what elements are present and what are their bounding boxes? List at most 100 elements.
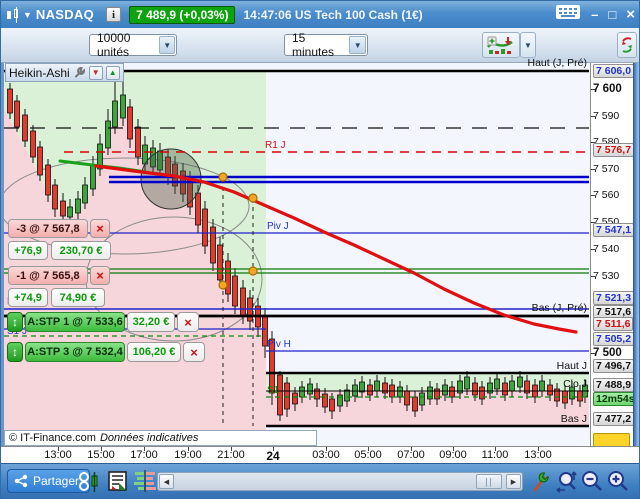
chart-scrollbar[interactable]: ◀ ▶ — [157, 472, 523, 491]
time-axis[interactable]: 13:00 15:00 17:00 19:00 21:00 24 03:00 05:00 07:… — [1, 446, 639, 463]
drag-handle-dot[interactable] — [248, 193, 258, 203]
drag-handle-dot[interactable] — [218, 280, 228, 290]
candle — [517, 376, 523, 388]
candle — [127, 106, 133, 140]
axis-tick — [591, 276, 595, 277]
linked-chart-icon[interactable] — [77, 470, 101, 494]
order-2-badge[interactable]: A:STP 3 @ 7 532,4 — [25, 342, 125, 362]
candle — [284, 382, 290, 410]
info-icon[interactable]: i — [106, 7, 122, 22]
drag-handle-dot[interactable] — [218, 172, 228, 182]
keyboard-icon[interactable] — [555, 4, 581, 25]
indicators-caret-button[interactable]: ▼ — [520, 32, 536, 58]
buy-button[interactable]: ▲ — [105, 65, 120, 80]
order-2-cancel-button[interactable]: × — [183, 342, 205, 362]
position-1-badge[interactable]: -3 @ 7 567,8 — [8, 219, 88, 238]
candle — [577, 390, 583, 402]
position-1-close-button[interactable]: × — [90, 219, 110, 238]
candle — [120, 94, 126, 119]
order-2-drag-icon[interactable]: ↕ — [7, 342, 23, 362]
zoom-fit-icon[interactable] — [555, 470, 579, 494]
drag-handle-dot[interactable] — [248, 266, 258, 276]
chart-area[interactable]: 7 606,0 7 600 7 590 7 580 7 576,7 7 570 7 560 7… — [1, 57, 639, 447]
news-icon[interactable] — [107, 470, 129, 492]
candle — [314, 388, 320, 400]
level-label: Bas (J, Pré) — [531, 302, 587, 314]
scroll-right-button[interactable]: ▶ — [506, 474, 521, 489]
quantity-value: 10000 unités — [97, 31, 131, 59]
candle — [547, 384, 553, 396]
candle — [14, 100, 20, 128]
axis-price-label: 7 600 — [593, 83, 622, 95]
price-axis[interactable]: 7 606,0 7 600 7 590 7 580 7 576,7 7 570 7 560 7… — [590, 63, 638, 447]
axis-tick — [591, 169, 595, 170]
candle — [7, 88, 13, 114]
zoom-out-icon[interactable] — [581, 470, 603, 494]
maximize-button[interactable]: □ — [608, 7, 617, 22]
position-2-badge[interactable]: -1 @ 7 565,8 — [8, 266, 88, 285]
indicators-button[interactable] — [482, 32, 520, 58]
candle — [277, 374, 283, 416]
time-tick — [411, 447, 412, 451]
refresh-button[interactable] — [617, 32, 637, 58]
candle — [75, 198, 81, 214]
time-tick — [368, 447, 369, 451]
symbol-dropdown-caret-icon[interactable]: ▼ — [23, 9, 32, 20]
candle — [299, 386, 305, 398]
order-1-drag-icon[interactable]: ↕ — [7, 312, 23, 332]
order-book-icon[interactable] — [133, 470, 157, 492]
axis-price-label: 12m54s — [593, 392, 638, 406]
chart-style-tab[interactable]: Heikin-Ashi ▼ ▲ — [5, 63, 124, 82]
close-button[interactable]: × — [626, 6, 635, 23]
time-tick — [101, 447, 102, 451]
toolbar: 10000 unités ▼ 15 minutes ▼ ▼ — [1, 28, 639, 63]
scroll-left-button[interactable]: ◀ — [159, 474, 174, 489]
axis-price-label: 7 511,6 — [593, 317, 634, 331]
zoom-in-icon[interactable] — [607, 470, 629, 494]
axis-price-label: 7 488,9 — [593, 378, 635, 392]
level-label: Piv J — [267, 221, 289, 232]
axis-tick — [591, 89, 595, 90]
timeframe-caret-icon[interactable]: ▼ — [349, 36, 366, 54]
position-2-close-button[interactable]: × — [90, 266, 110, 285]
candle — [539, 380, 545, 392]
candle — [67, 206, 73, 218]
candle — [374, 380, 380, 392]
scrollbar-handle[interactable] — [476, 474, 502, 489]
wrench-icon[interactable] — [73, 66, 86, 79]
candle — [52, 184, 58, 210]
order-1-cancel-button[interactable]: × — [177, 312, 199, 332]
candle — [112, 100, 118, 128]
time-tick — [188, 447, 189, 451]
share-button[interactable]: Partager — [7, 469, 91, 493]
candle — [487, 382, 493, 394]
position-2-points: +74,9 — [8, 288, 48, 307]
bottom-bar: Partager — [1, 463, 639, 498]
level-label: Bas J — [560, 413, 587, 425]
chart-style-label: Heikin-Ashi — [9, 65, 70, 80]
time-label: 15:00 — [87, 449, 115, 461]
candle — [479, 386, 485, 400]
ma-line-red — [94, 164, 578, 334]
quantity-select[interactable]: 10000 unités ▼ — [89, 31, 177, 59]
sell-button[interactable]: ▼ — [88, 65, 103, 80]
time-tick — [495, 447, 496, 451]
axis-price-label: 7 505,2 — [593, 332, 635, 346]
time-label: 21:00 — [217, 449, 245, 461]
order-1-badge[interactable]: A:STP 1 @ 7 533,6 — [25, 312, 125, 332]
candle — [404, 390, 410, 406]
time-label: 11:00 — [481, 449, 509, 461]
level-label: Haut (J, Pré) — [527, 57, 587, 69]
timeframe-select[interactable]: 15 minutes ▼ — [284, 31, 368, 59]
axis-price-label: 7 521,3 — [593, 291, 635, 305]
level-label: Haut J — [556, 360, 587, 372]
axis-tick — [591, 142, 595, 143]
minimize-button[interactable]: – — [591, 7, 599, 22]
settings-wrench-icon[interactable] — [531, 470, 551, 494]
quantity-caret-icon[interactable]: ▼ — [159, 36, 175, 54]
symbol-name[interactable]: NASDAQ — [35, 7, 95, 22]
chart-splitter[interactable] — [633, 63, 639, 446]
candle — [329, 398, 335, 412]
level-label: R1 J — [265, 140, 286, 151]
